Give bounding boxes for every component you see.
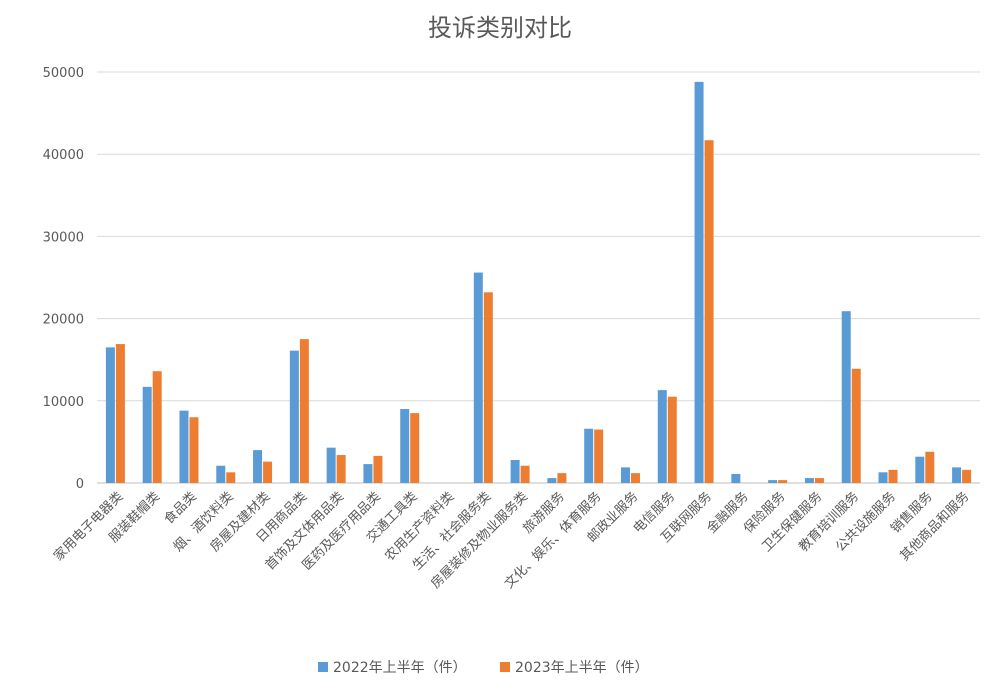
y-tick-label: 30000 — [43, 230, 84, 245]
bar-2023 — [851, 368, 861, 483]
bar-2022 — [216, 465, 226, 483]
bar-2023 — [189, 417, 199, 483]
bar-2023 — [226, 472, 236, 483]
bar-2022 — [179, 410, 189, 483]
bar-2022 — [731, 473, 741, 483]
bar-2022 — [105, 347, 115, 483]
bar-2023 — [483, 292, 493, 483]
bar-2023 — [925, 451, 935, 483]
bar-2022 — [326, 447, 336, 483]
bar-2023 — [115, 344, 125, 483]
bar-2023 — [336, 455, 346, 483]
bar-2022 — [510, 459, 520, 483]
bar-2022 — [952, 467, 962, 483]
y-tick-label: 10000 — [43, 395, 84, 410]
bar-2022 — [915, 456, 925, 483]
bar-2023 — [888, 469, 898, 483]
bar-2022 — [363, 464, 373, 483]
chart-title: 投诉类别对比 — [428, 14, 572, 42]
bar-2023 — [704, 140, 714, 483]
bar-2022 — [253, 450, 263, 483]
bar-2022 — [142, 386, 152, 483]
y-tick-label: 20000 — [43, 313, 84, 328]
bar-2023 — [630, 473, 640, 483]
legend-label-2023: 2023年上半年（件） — [515, 660, 649, 676]
bar-2023 — [667, 396, 677, 483]
bar-2022 — [804, 478, 814, 483]
bar-2023 — [557, 473, 567, 483]
bar-2023 — [152, 371, 162, 483]
legend-swatch-2023 — [500, 662, 510, 672]
y-tick-label: 0 — [76, 477, 84, 492]
bar-2023 — [594, 429, 604, 483]
bar-2022 — [694, 81, 704, 483]
bar-2022 — [878, 472, 888, 483]
bar-2022 — [620, 467, 630, 483]
bar-2022 — [473, 272, 483, 483]
bar-2023 — [299, 339, 309, 483]
bar-2022 — [289, 350, 299, 483]
legend: 2022年上半年（件） 2023年上半年（件） — [318, 660, 649, 676]
y-tick-label: 40000 — [43, 148, 84, 163]
bar-2022 — [768, 480, 778, 483]
legend-label-2022: 2022年上半年（件） — [333, 660, 467, 676]
bar-2022 — [584, 428, 594, 483]
bar-2022 — [657, 390, 667, 483]
y-tick-label: 50000 — [43, 66, 84, 81]
bar-2023 — [373, 455, 383, 483]
legend-swatch-2022 — [318, 662, 328, 672]
bar-2022 — [547, 478, 557, 483]
bar-2023 — [778, 480, 788, 483]
bar-2023 — [410, 413, 420, 483]
bar-2022 — [841, 311, 851, 483]
bar-2022 — [400, 409, 410, 483]
bar-2023 — [962, 469, 972, 483]
bar-2023 — [814, 478, 824, 483]
bar-2023 — [263, 461, 273, 483]
bar-2023 — [520, 465, 530, 483]
